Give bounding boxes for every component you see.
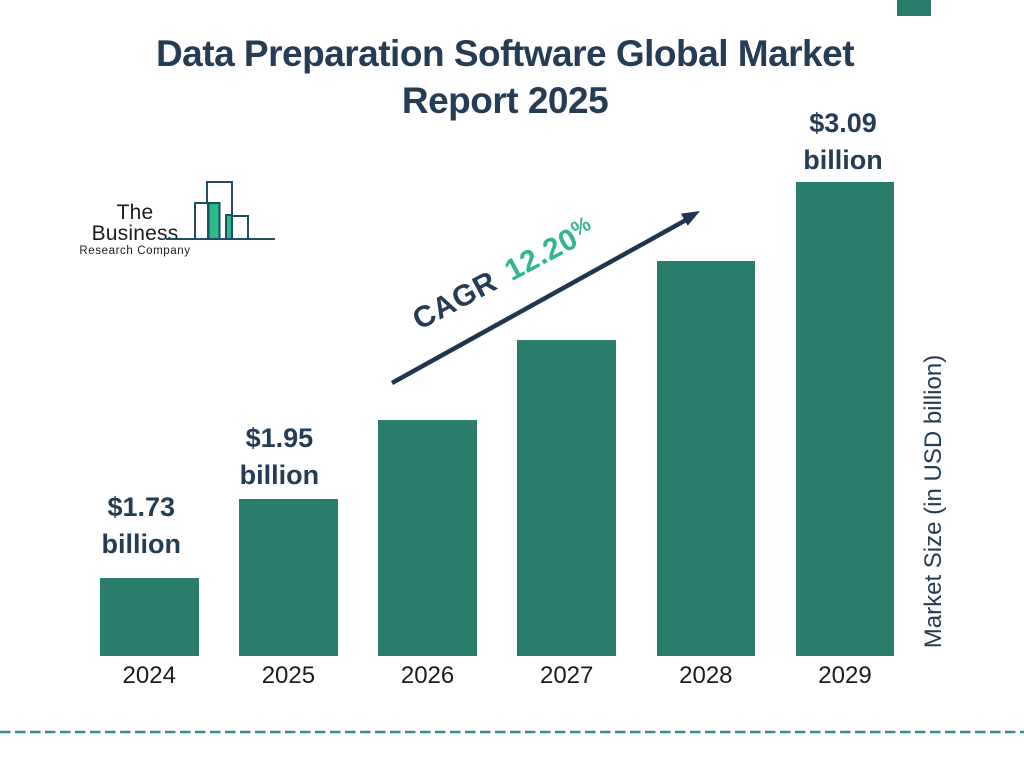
bar-2026 — [378, 419, 477, 656]
brand-subname: Research Company — [79, 245, 191, 257]
brand-logo: The Business Research Company — [70, 176, 290, 257]
x-tick-2027: 2027 — [539, 662, 594, 689]
bar-2027 — [517, 340, 616, 656]
x-tick-2024: 2024 — [122, 662, 176, 689]
x-tick-2025: 2025 — [261, 662, 316, 689]
y-axis-title: Market Size (in USD billion) — [920, 354, 947, 649]
value-label-2029: $3.09 billion — [803, 108, 883, 175]
x-tick-2029: 2029 — [818, 662, 872, 689]
bar-2024 — [100, 578, 199, 656]
value-label-2024: $1.73 billion — [101, 492, 181, 559]
bar-2029 — [795, 182, 895, 656]
bar-chart-logo-icon — [166, 181, 275, 240]
title-line-1: Data Preparation Software Global Market — [155, 33, 855, 74]
cagr-trend-arrow — [390, 211, 700, 385]
title-line-2: Report 2025 — [401, 80, 609, 121]
brand-logo-text: The Business Research Company — [73, 202, 197, 257]
x-tick-2028: 2028 — [679, 662, 733, 689]
corner-accent-rect — [897, 0, 931, 16]
chart-title: Data Preparation Software Global Market … — [0, 30, 1010, 124]
value-label-2025: $1.95 billion — [239, 423, 320, 490]
bar-2028 — [656, 261, 756, 656]
bottom-dashed-divider — [0, 730, 1024, 734]
bar-2025 — [239, 498, 338, 656]
x-tick-2026: 2026 — [400, 662, 455, 689]
brand-name: The Business — [91, 201, 179, 245]
